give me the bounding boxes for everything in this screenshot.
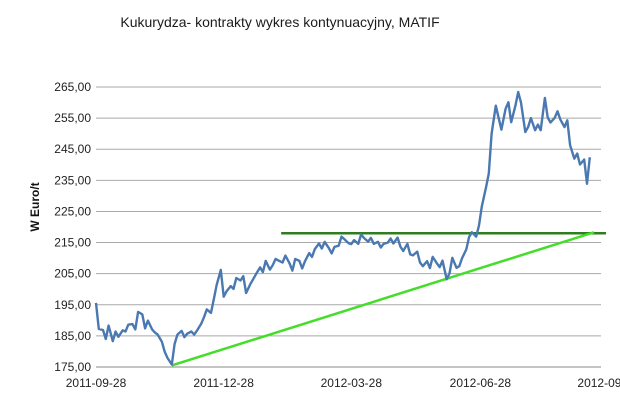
x-tick-label: 2011-12-28 (193, 376, 254, 390)
support-trend-line (171, 231, 595, 367)
y-tick-label: 175,00 (54, 360, 91, 374)
y-tick-label: 265,00 (54, 80, 91, 94)
x-tick-label: 2011-09-28 (66, 376, 127, 390)
chart-title: Kukurydza- kontrakty wykres kontynuacyjn… (120, 14, 440, 30)
x-tick-label: 2012-09- (577, 376, 620, 390)
y-tick-label: 205,00 (54, 267, 91, 281)
y-tick-label: 195,00 (54, 298, 91, 312)
x-tick-label: 2012-06-28 (450, 376, 512, 390)
y-tick-label: 245,00 (54, 142, 91, 156)
price-series-line (94, 90, 591, 366)
y-tick-label: 235,00 (54, 173, 91, 187)
y-tick-label: 215,00 (54, 236, 91, 250)
y-tick-label: 255,00 (54, 111, 91, 125)
x-tick-label: 2012-03-28 (321, 376, 383, 390)
y-tick-label: 185,00 (54, 329, 91, 343)
y-tick-label: 225,00 (54, 204, 91, 218)
